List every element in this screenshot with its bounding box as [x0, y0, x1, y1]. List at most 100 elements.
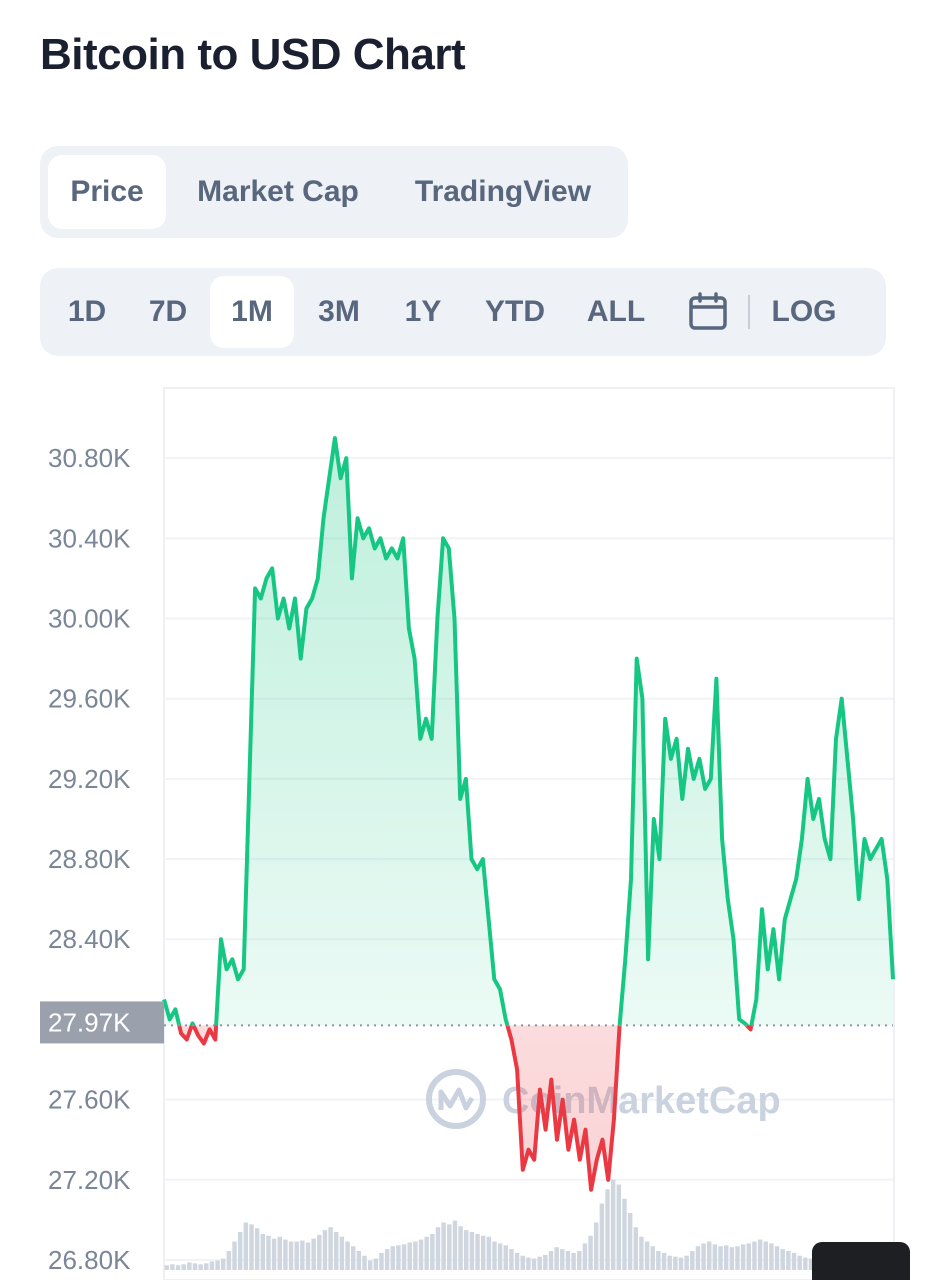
- volume-bar: [288, 1241, 294, 1270]
- tab-market-cap[interactable]: Market Cap: [197, 175, 359, 208]
- volume-bar: [593, 1222, 599, 1270]
- coinmarketcap-logo-icon: [426, 1069, 486, 1129]
- volume-bar: [723, 1245, 729, 1270]
- volume-bar: [701, 1243, 706, 1270]
- volume-bar: [221, 1258, 226, 1270]
- volume-bar: [334, 1232, 339, 1270]
- volume-bar: [243, 1222, 249, 1270]
- volume-bar: [198, 1264, 203, 1270]
- volume-bar: [350, 1246, 356, 1270]
- volume-bar: [396, 1245, 401, 1270]
- volume-bar: [362, 1255, 367, 1270]
- volume-bar: [650, 1246, 655, 1270]
- volume-bar: [260, 1233, 266, 1270]
- baseline-badge: 27.97K: [40, 1001, 164, 1044]
- y-tick-label: 30.00K: [48, 604, 131, 634]
- volume-bar: [187, 1262, 192, 1270]
- volume-bar: [571, 1252, 576, 1270]
- volume-bar: [503, 1245, 509, 1270]
- y-tick-label: 29.20K: [48, 764, 131, 794]
- volume-bar: [667, 1255, 672, 1270]
- range-tab-1y[interactable]: 1Y: [404, 295, 442, 328]
- volume-bar: [266, 1235, 271, 1270]
- volume-bar: [627, 1213, 633, 1270]
- volume-bar: [622, 1198, 627, 1270]
- y-tick-label: 30.80K: [48, 443, 131, 473]
- page-title: Bitcoin to USD Chart: [40, 30, 466, 79]
- volume-bar: [164, 1265, 169, 1270]
- volume-bar: [746, 1243, 752, 1270]
- volume-bar: [322, 1230, 328, 1270]
- volume-bar: [769, 1243, 774, 1270]
- volume-bar: [718, 1246, 723, 1270]
- range-tab-group: 1D 7D 1M 3M 1Y YTD ALL LOG: [40, 268, 886, 356]
- volume-bar: [486, 1236, 492, 1270]
- range-tab-ytd[interactable]: YTD: [485, 295, 545, 328]
- volume-bar: [294, 1241, 299, 1270]
- volume-bar: [271, 1238, 277, 1270]
- volume-bar: [707, 1241, 712, 1270]
- volume-bar: [740, 1244, 746, 1270]
- volume-bar: [458, 1226, 463, 1270]
- volume-bar: [752, 1241, 757, 1270]
- volume-bar: [774, 1246, 780, 1270]
- volume-bar: [373, 1258, 379, 1270]
- volume-bar: [170, 1264, 175, 1270]
- volume-bar: [605, 1189, 610, 1270]
- volume-bar: [283, 1239, 288, 1270]
- volume-bar: [599, 1203, 605, 1270]
- volume-bar: [763, 1241, 768, 1270]
- tab-price[interactable]: Price: [48, 155, 166, 229]
- volume-bar: [548, 1251, 554, 1270]
- price-line-down: [177, 1025, 754, 1192]
- volume-bar: [673, 1256, 678, 1270]
- volume-bar: [407, 1242, 412, 1270]
- volume-bar: [729, 1247, 735, 1270]
- series-lines: [162, 436, 895, 1192]
- log-scale-button[interactable]: LOG: [771, 295, 837, 328]
- volume-bar: [797, 1255, 802, 1270]
- volume-bar: [780, 1249, 785, 1270]
- y-tick-label: 28.40K: [48, 924, 131, 954]
- volume-bar: [413, 1241, 418, 1270]
- volume-bar: [424, 1236, 429, 1270]
- volume-bar: [712, 1244, 718, 1270]
- volume-bar: [588, 1235, 593, 1270]
- volume-bar: [300, 1240, 305, 1270]
- volume-bar: [311, 1238, 316, 1270]
- range-tab-3m[interactable]: 3M: [318, 295, 360, 328]
- volume-bar: [644, 1241, 650, 1270]
- volume-bar: [464, 1230, 469, 1270]
- volume-bar: [543, 1254, 548, 1270]
- calendar-icon[interactable]: [678, 276, 738, 348]
- volume-bar: [695, 1246, 701, 1270]
- volume-bar: [356, 1251, 362, 1270]
- volume-bar: [328, 1227, 333, 1270]
- volume-bar: [577, 1251, 582, 1270]
- volume-bar: [492, 1241, 497, 1270]
- volume-bar: [384, 1249, 390, 1270]
- volume-bar: [678, 1257, 684, 1270]
- area-fills: [164, 438, 893, 1190]
- volume-bar: [610, 1179, 616, 1270]
- volume-bar: [345, 1241, 350, 1270]
- volume-bar: [757, 1239, 763, 1270]
- tab-tradingview[interactable]: TradingView: [414, 175, 592, 208]
- volume-bar: [447, 1224, 452, 1270]
- volume-bar: [560, 1249, 565, 1270]
- volume-bar: [317, 1234, 322, 1270]
- volume-bar: [452, 1220, 458, 1270]
- volume-bar: [514, 1252, 520, 1270]
- range-tab-all[interactable]: ALL: [586, 295, 646, 328]
- volume-bar: [616, 1184, 622, 1270]
- volume-bar: [520, 1255, 525, 1270]
- range-tab-7d[interactable]: 7D: [148, 295, 188, 328]
- price-chart[interactable]: CoinMarketCap 30.80K30.40K30.00K29.60K29…: [0, 380, 950, 1280]
- range-tab-1d[interactable]: 1D: [67, 295, 107, 328]
- baseline-badge-label: 27.97K: [48, 1007, 131, 1037]
- volume-bar: [305, 1242, 311, 1270]
- volume-bar: [390, 1246, 395, 1270]
- range-tab-1m[interactable]: 1M: [210, 276, 294, 348]
- y-tick-label: 28.80K: [48, 844, 131, 874]
- volume-bar: [232, 1241, 237, 1270]
